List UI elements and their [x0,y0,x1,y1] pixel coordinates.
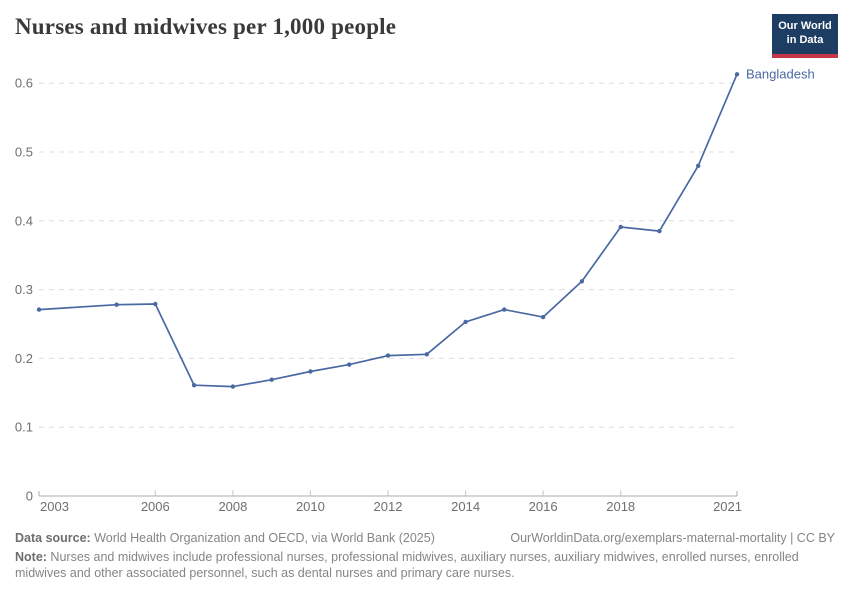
x-tick-label: 2016 [529,499,558,514]
owid-logo-line1: Our World [778,20,832,32]
chart-title: Nurses and midwives per 1,000 people [15,14,397,39]
owid-link[interactable]: OurWorldinData.org/exemplars-maternal-mo… [510,531,835,545]
data-point[interactable] [696,163,701,168]
data-point[interactable] [191,383,197,388]
chart-note: Note: Nurses and midwives include profes… [15,550,835,582]
data-point[interactable] [734,72,740,77]
y-tick-label: 0.3 [15,282,33,297]
y-tick-label: 0.6 [15,76,33,91]
data-point[interactable] [114,302,119,307]
x-tick-label: 2003 [40,499,69,514]
x-tick-label: 2018 [606,499,635,514]
owid-logo[interactable]: Our World in Data [772,14,838,58]
data-source-label: Data source: [15,531,91,545]
data-point[interactable] [308,369,313,374]
data-point[interactable] [230,384,236,389]
series-label-bangladesh[interactable]: Bangladesh [746,66,815,81]
note-label: Note: [15,549,47,564]
chart-footer: Data source: World Health Organization a… [15,531,835,581]
data-point[interactable] [36,307,42,312]
owid-logo-line2: in Data [786,33,824,46]
x-tick-label: 2010 [296,499,325,514]
data-point[interactable] [347,362,352,367]
y-tick-label: 0.5 [15,145,33,160]
data-point[interactable] [657,228,662,234]
data-point[interactable] [424,352,429,357]
y-tick-label: 0.4 [15,213,33,228]
series-line-bangladesh[interactable] [38,73,738,388]
x-tick-label: 2008 [218,499,247,514]
data-point[interactable] [502,307,507,312]
line-chart-canvas: 0 0.1 0.2 0.3 0.4 0.5 0.6 2003 2006 2008 2010 2012 2… [15,66,815,514]
x-tick-label: 2012 [374,499,403,514]
y-tick-label: 0.2 [15,351,33,366]
x-tick-label: 2014 [451,499,480,514]
data-point[interactable] [579,279,585,284]
y-tick-label: 0 [26,489,33,504]
data-point[interactable] [540,314,546,320]
data-source-text: Data source: World Health Organization a… [15,531,435,547]
data-point[interactable] [618,224,623,230]
data-point[interactable] [385,353,391,358]
data-point[interactable] [153,301,158,307]
x-tick-label: 2006 [141,499,170,514]
note-value: Nurses and midwives include professional… [15,549,799,580]
y-tick-label: 0.1 [15,420,33,435]
data-point[interactable] [269,377,274,382]
x-tick-label: 2021 [713,499,742,514]
data-source-value: World Health Organization and OECD, via … [90,531,435,545]
data-point[interactable] [463,319,468,325]
